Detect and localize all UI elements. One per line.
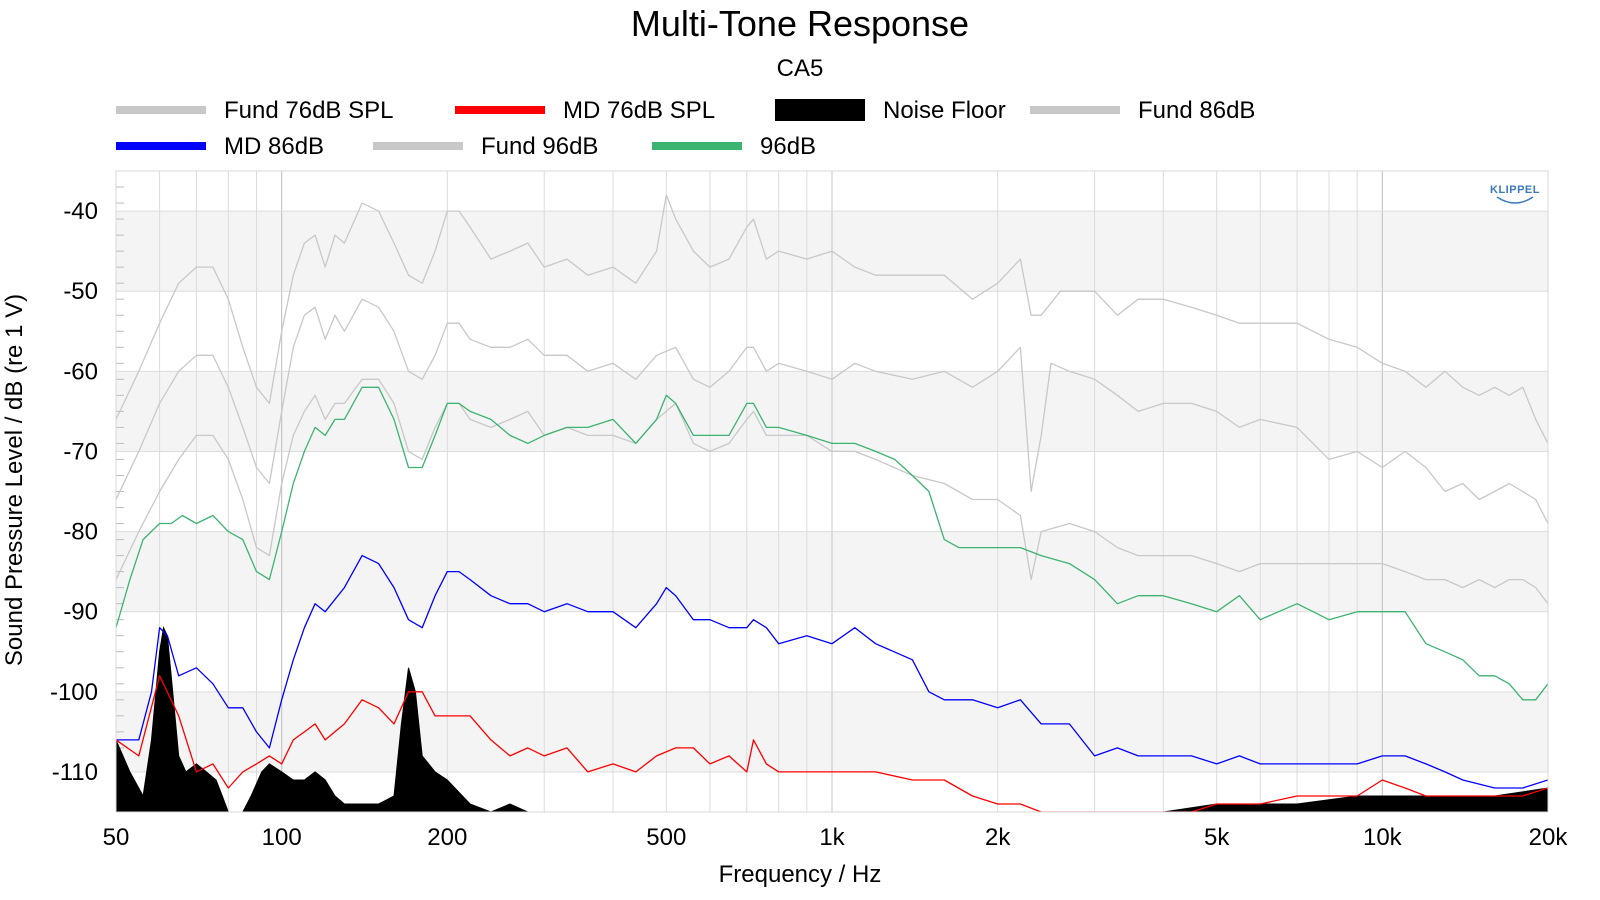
x-tick-label: 100 <box>262 824 302 851</box>
plot-frame <box>115 170 1549 813</box>
series-96db-line <box>116 386 1548 701</box>
x-tick-label: 5k <box>1204 824 1230 851</box>
y-axis-ticks: -40 -50 -60 -70 -80 -90 -100 -110 <box>50 198 98 786</box>
y-tick-label: -40 <box>63 198 98 225</box>
y-tick-label: -110 <box>52 759 98 786</box>
x-axis-ticks: 50 100 200 500 1k 2k 5k 10k 20k <box>103 824 1569 851</box>
series-fund-76db-spl-line <box>116 298 1548 524</box>
chart-subtitle: CA5 <box>777 55 824 82</box>
legend-label-noise-floor: Noise Floor <box>883 97 1006 124</box>
series-layer <box>116 194 1548 812</box>
y-tick-label: -60 <box>63 358 98 385</box>
klippel-logo-swoosh <box>1496 196 1534 204</box>
y-tick-label: -100 <box>50 679 98 706</box>
legend-label-fund-96db: Fund 96dB <box>481 133 598 160</box>
plot-area <box>115 170 1549 813</box>
legend-swatch-96db <box>652 142 742 150</box>
series-md-76db-spl-line <box>116 675 1548 812</box>
series-noise-floor-area <box>116 626 1548 812</box>
x-tick-label: 2k <box>985 824 1011 851</box>
y-tick-label: -50 <box>63 278 98 305</box>
legend-label-md-76db-spl: MD 76dB SPL <box>563 97 715 124</box>
x-tick-label: 200 <box>427 824 467 851</box>
series-fund-96db-line <box>116 378 1548 605</box>
x-tick-label: 10k <box>1363 824 1403 851</box>
legend-label-fund-86db: Fund 86dB <box>1138 97 1255 124</box>
legend-swatch-fund-86db <box>1030 106 1120 114</box>
x-tick-label: 500 <box>646 824 686 851</box>
y-tick-label: -70 <box>63 438 98 465</box>
y-tick-label: -80 <box>63 519 98 546</box>
y-tick-label: -90 <box>63 599 98 626</box>
chart-title: Multi-Tone Response <box>631 3 969 44</box>
legend-swatch-fund-96db <box>373 142 463 150</box>
legend-label-fund-76db-spl: Fund 76dB SPL <box>224 97 393 124</box>
x-axis-label: Frequency / Hz <box>719 861 882 888</box>
legend-swatch-fund-76db-spl <box>116 106 206 114</box>
y-axis-label: Sound Pressure Level / dB (re 1 V) <box>1 294 28 666</box>
legend-label-md-86db: MD 86dB <box>224 133 324 160</box>
x-tick-label: 1k <box>819 824 845 851</box>
legend-swatch-md-76db-spl <box>455 106 545 114</box>
legend-swatch-noise-floor <box>775 99 865 121</box>
x-tick-label: 50 <box>103 824 130 851</box>
x-tick-label: 20k <box>1529 824 1569 851</box>
legend-swatch-md-86db <box>116 142 206 150</box>
legend: Fund 76dB SPL MD 76dB SPL Noise Floor Fund … <box>116 97 1255 160</box>
klippel-logo-text: KLIPPEL <box>1490 184 1540 196</box>
series-fund-86db-line <box>116 194 1548 444</box>
series-md-86db-line <box>116 554 1548 789</box>
legend-label-96db: 96dB <box>760 133 816 160</box>
klippel-logo: KLIPPEL <box>1490 184 1540 204</box>
